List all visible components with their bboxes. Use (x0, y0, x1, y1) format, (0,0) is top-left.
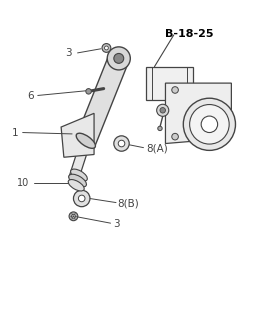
Text: 10: 10 (17, 178, 30, 188)
Text: 6: 6 (27, 91, 34, 101)
Text: 3: 3 (113, 219, 120, 229)
Ellipse shape (69, 174, 86, 187)
Polygon shape (165, 83, 231, 144)
Text: 8(B): 8(B) (117, 198, 139, 208)
Circle shape (78, 195, 85, 202)
Ellipse shape (71, 169, 87, 181)
Circle shape (102, 44, 111, 52)
Circle shape (158, 126, 162, 131)
Text: 1: 1 (12, 128, 18, 138)
Text: B-18-25: B-18-25 (165, 29, 214, 39)
Text: 3: 3 (65, 48, 72, 58)
Circle shape (190, 105, 229, 144)
Ellipse shape (68, 180, 84, 191)
Circle shape (172, 87, 178, 93)
Circle shape (107, 47, 130, 70)
Circle shape (157, 104, 169, 116)
Circle shape (71, 214, 75, 218)
Polygon shape (76, 54, 128, 145)
Polygon shape (61, 113, 94, 157)
Circle shape (73, 190, 90, 207)
Circle shape (69, 212, 78, 221)
Circle shape (183, 98, 235, 150)
Circle shape (201, 116, 218, 132)
Circle shape (114, 136, 129, 151)
Circle shape (172, 133, 178, 140)
Polygon shape (69, 139, 91, 181)
Circle shape (118, 140, 125, 147)
Text: 8(A): 8(A) (146, 143, 168, 154)
Ellipse shape (76, 133, 95, 148)
Circle shape (86, 89, 91, 94)
Circle shape (114, 53, 124, 63)
Polygon shape (146, 67, 193, 100)
Circle shape (105, 46, 108, 50)
Circle shape (160, 108, 165, 113)
